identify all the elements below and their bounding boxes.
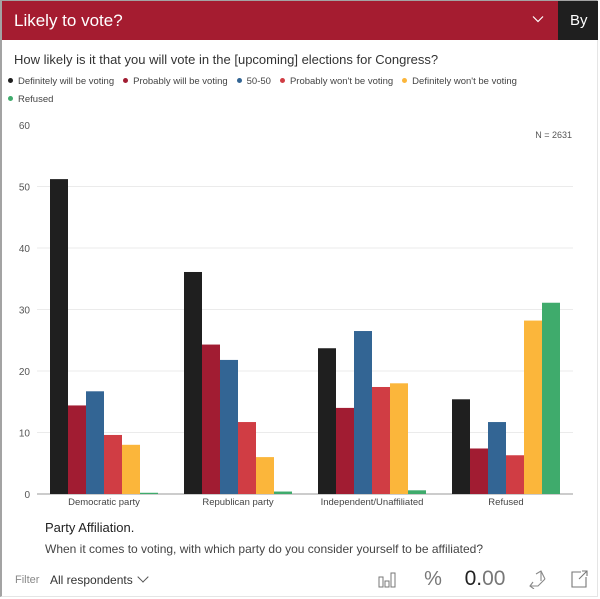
legend-dot-icon xyxy=(236,77,242,83)
legend-dot-icon xyxy=(402,77,408,83)
bar[interactable] xyxy=(184,271,202,494)
legend-label: 50-50 xyxy=(246,76,271,87)
bar[interactable] xyxy=(220,359,238,494)
chevron-down-icon[interactable] xyxy=(532,13,544,25)
legend-item[interactable]: Probably won't be voting xyxy=(279,73,394,91)
legend-label: Definitely will be voting xyxy=(18,76,115,87)
filter-label: Filter xyxy=(15,574,40,586)
bar[interactable] xyxy=(238,422,256,494)
bar-chart-icon xyxy=(378,572,396,588)
legend: Definitely will be voting Probably will b… xyxy=(8,73,568,109)
legend-dot-icon xyxy=(8,95,13,101)
y-tick-label: 0 xyxy=(24,490,30,501)
filter-value: All respondents xyxy=(50,573,133,587)
by-label: By xyxy=(570,12,588,29)
bar[interactable] xyxy=(256,457,274,494)
legend-item[interactable]: Probably will be voting xyxy=(123,73,228,91)
chevron-down-icon xyxy=(137,571,149,583)
x-tick-label: Refused xyxy=(488,497,523,508)
legend-dot-icon xyxy=(279,77,285,83)
bar[interactable] xyxy=(318,348,336,494)
bar[interactable] xyxy=(390,383,408,494)
percent-button[interactable]: % xyxy=(422,566,444,592)
decimals-button[interactable]: 0.00 xyxy=(460,566,510,592)
widget-title: Likely to vote? xyxy=(14,11,123,30)
bar[interactable] xyxy=(408,490,426,494)
decimals-icon: 0.00 xyxy=(464,567,506,590)
footer-toolbar: Filter All respondents % 0.00 xyxy=(2,562,598,596)
bar[interactable] xyxy=(202,344,220,494)
by-button[interactable]: By xyxy=(558,1,598,40)
swap-axes-button[interactable] xyxy=(526,566,550,592)
legend-item[interactable]: 50-50 xyxy=(236,73,271,91)
bar[interactable] xyxy=(506,455,524,494)
x-tick-label: Independent/Unaffiliated xyxy=(321,497,424,508)
y-tick-label: 20 xyxy=(19,367,31,378)
bar[interactable] xyxy=(86,391,104,494)
x-tick-label: Republican party xyxy=(202,497,274,508)
legend-dot-icon xyxy=(8,77,13,83)
bar[interactable] xyxy=(50,179,68,494)
bar[interactable] xyxy=(354,331,372,494)
expand-button[interactable] xyxy=(568,566,590,592)
sample-size-label: N = 2631 xyxy=(535,130,572,140)
bar[interactable] xyxy=(122,444,140,494)
legend-label: Definitely won't be voting xyxy=(412,76,517,87)
bar[interactable] xyxy=(140,492,158,494)
legend-dot-icon xyxy=(123,77,129,83)
bar[interactable] xyxy=(336,407,354,494)
bar[interactable] xyxy=(542,302,560,494)
bar[interactable] xyxy=(452,399,470,494)
swap-axes-icon xyxy=(529,570,546,589)
bar[interactable] xyxy=(470,448,488,494)
x-axis-subtitle: When it comes to voting, with which part… xyxy=(45,542,484,556)
legend-label: Refused xyxy=(18,94,54,105)
y-tick-label: 50 xyxy=(19,183,31,194)
bar[interactable] xyxy=(68,405,86,494)
y-tick-label: 30 xyxy=(19,306,31,317)
legend-item[interactable]: Definitely will be voting xyxy=(8,73,114,91)
percent-icon: % xyxy=(424,567,442,590)
bar[interactable] xyxy=(488,422,506,494)
expand-icon xyxy=(571,570,588,588)
y-tick-label: 60 xyxy=(19,121,31,132)
y-tick-label: 40 xyxy=(19,244,31,255)
legend-item[interactable]: Definitely won't be voting xyxy=(402,73,517,91)
y-tick-label: 10 xyxy=(19,429,31,440)
x-tick-label: Democratic party xyxy=(68,497,140,508)
legend-label: Probably won't be voting xyxy=(289,76,394,87)
filter-dropdown[interactable]: All respondents xyxy=(50,571,149,587)
legend-label: Probably will be voting xyxy=(133,76,228,87)
header-bar[interactable]: Likely to vote? xyxy=(2,1,558,40)
legend-item[interactable]: Refused xyxy=(8,91,53,109)
x-axis-title: Party Affiliation. xyxy=(45,520,135,535)
chart-type-button[interactable] xyxy=(376,566,398,592)
question-text: How likely is it that you will vote in t… xyxy=(14,52,439,67)
bar[interactable] xyxy=(372,386,390,494)
bar[interactable] xyxy=(274,491,292,494)
bar-chart: 0 10 20 30 40 50 60 Democratic party Republican … xyxy=(19,121,573,508)
bar[interactable] xyxy=(524,320,542,494)
bar[interactable] xyxy=(104,434,122,494)
